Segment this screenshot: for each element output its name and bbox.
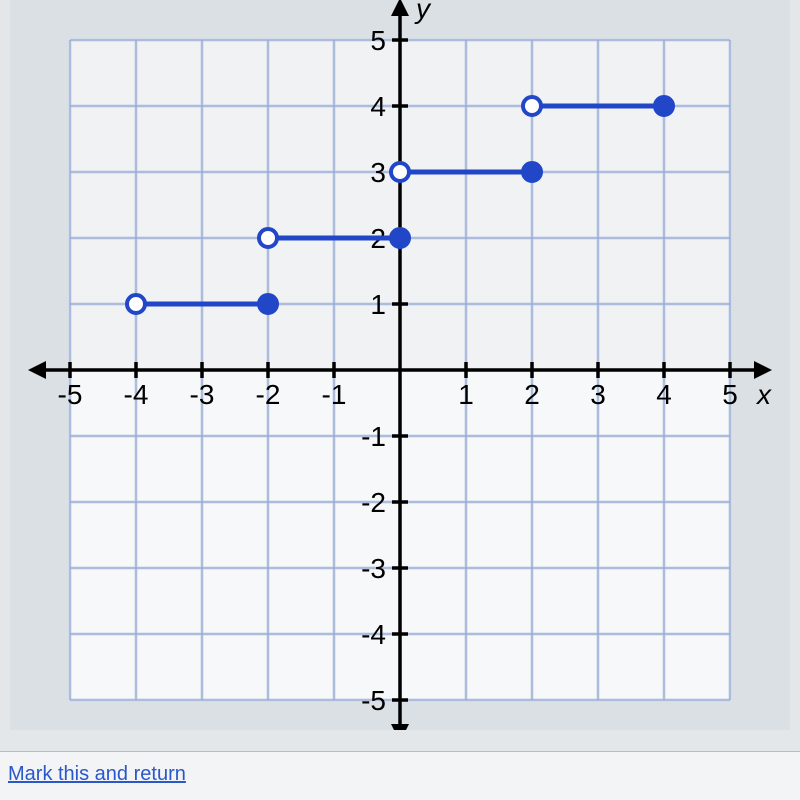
svg-text:-2: -2 (256, 379, 281, 410)
svg-text:-1: -1 (322, 379, 347, 410)
svg-text:-5: -5 (361, 685, 386, 716)
svg-text:4: 4 (370, 91, 386, 122)
svg-text:1: 1 (370, 289, 386, 320)
svg-text:4: 4 (656, 379, 672, 410)
svg-text:-4: -4 (361, 619, 386, 650)
svg-text:-2: -2 (361, 487, 386, 518)
svg-text:-3: -3 (361, 553, 386, 584)
svg-text:-5: -5 (58, 379, 83, 410)
svg-text:5: 5 (370, 25, 386, 56)
svg-text:1: 1 (458, 379, 474, 410)
screenshot-area: -5-4-3-2-112345-5-4-3-2-112345yx Mark th… (0, 0, 800, 800)
svg-text:2: 2 (524, 379, 540, 410)
svg-text:5: 5 (722, 379, 738, 410)
svg-text:-3: -3 (190, 379, 215, 410)
chart-container: -5-4-3-2-112345-5-4-3-2-112345yx (10, 0, 790, 730)
svg-text:x: x (755, 379, 772, 410)
svg-text:-1: -1 (361, 421, 386, 452)
svg-text:-4: -4 (124, 379, 149, 410)
mark-and-return-link[interactable]: Mark this and return (8, 763, 186, 786)
svg-text:y: y (414, 0, 432, 24)
bottom-toolbar: Mark this and return (0, 751, 800, 800)
svg-text:3: 3 (370, 157, 386, 188)
svg-text:3: 3 (590, 379, 606, 410)
